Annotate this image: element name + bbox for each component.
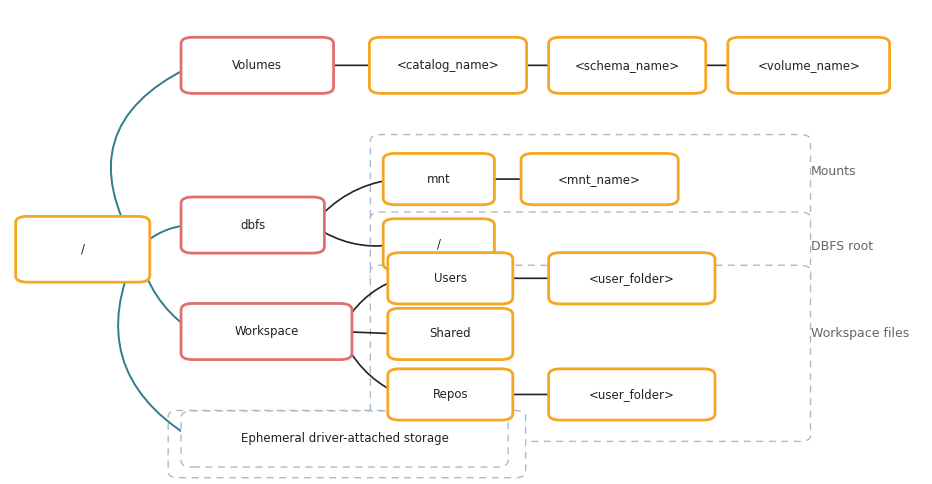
FancyBboxPatch shape xyxy=(728,37,889,93)
FancyArrowPatch shape xyxy=(139,252,189,329)
FancyBboxPatch shape xyxy=(181,303,352,360)
Text: Volumes: Volumes xyxy=(232,59,282,72)
FancyArrowPatch shape xyxy=(315,227,391,248)
FancyBboxPatch shape xyxy=(16,216,150,282)
FancyArrowPatch shape xyxy=(517,63,555,68)
Text: <user_folder>: <user_folder> xyxy=(589,272,675,285)
Text: mnt: mnt xyxy=(427,173,451,185)
Text: Shared: Shared xyxy=(430,328,471,340)
FancyBboxPatch shape xyxy=(521,153,678,205)
FancyBboxPatch shape xyxy=(549,37,706,93)
FancyBboxPatch shape xyxy=(181,197,324,253)
FancyBboxPatch shape xyxy=(383,219,494,270)
FancyBboxPatch shape xyxy=(370,265,811,441)
Text: <volume_name>: <volume_name> xyxy=(758,59,860,72)
FancyBboxPatch shape xyxy=(168,410,526,478)
Text: DBFS root: DBFS root xyxy=(811,241,872,253)
FancyArrowPatch shape xyxy=(140,223,188,247)
FancyArrowPatch shape xyxy=(118,252,189,437)
FancyBboxPatch shape xyxy=(369,37,527,93)
FancyBboxPatch shape xyxy=(181,411,508,467)
Text: Users: Users xyxy=(433,272,467,285)
Text: dbfs: dbfs xyxy=(240,219,266,231)
Text: /: / xyxy=(81,243,85,256)
Text: <user_folder>: <user_folder> xyxy=(589,388,675,401)
FancyBboxPatch shape xyxy=(370,212,811,289)
Text: Workspace files: Workspace files xyxy=(811,328,909,340)
Text: <catalog_name>: <catalog_name> xyxy=(397,59,500,72)
FancyArrowPatch shape xyxy=(341,279,395,329)
Text: <schema_name>: <schema_name> xyxy=(575,59,679,72)
FancyArrowPatch shape xyxy=(324,63,377,68)
FancyArrowPatch shape xyxy=(314,178,391,223)
FancyBboxPatch shape xyxy=(388,308,513,360)
Text: Ephemeral driver-attached storage: Ephemeral driver-attached storage xyxy=(240,433,448,445)
FancyBboxPatch shape xyxy=(388,369,513,420)
FancyArrowPatch shape xyxy=(111,67,188,247)
FancyBboxPatch shape xyxy=(181,37,334,93)
Text: <mnt_name>: <mnt_name> xyxy=(558,173,641,185)
Text: Mounts: Mounts xyxy=(811,166,856,178)
FancyArrowPatch shape xyxy=(696,63,735,68)
FancyBboxPatch shape xyxy=(549,253,715,304)
FancyArrowPatch shape xyxy=(486,177,528,182)
FancyBboxPatch shape xyxy=(549,369,715,420)
FancyArrowPatch shape xyxy=(343,331,395,336)
FancyBboxPatch shape xyxy=(370,135,811,224)
Text: Workspace: Workspace xyxy=(234,325,298,338)
Text: /: / xyxy=(437,238,441,251)
FancyArrowPatch shape xyxy=(503,392,555,397)
FancyArrowPatch shape xyxy=(503,276,555,281)
FancyBboxPatch shape xyxy=(383,153,494,205)
FancyArrowPatch shape xyxy=(341,334,395,393)
FancyBboxPatch shape xyxy=(388,253,513,304)
Text: Repos: Repos xyxy=(432,388,468,401)
